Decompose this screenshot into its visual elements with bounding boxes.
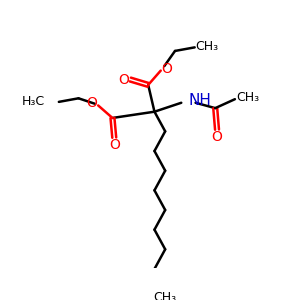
Text: O: O bbox=[161, 62, 172, 76]
Text: CH₃: CH₃ bbox=[154, 291, 177, 300]
Text: CH₃: CH₃ bbox=[236, 91, 259, 104]
Text: O: O bbox=[86, 96, 98, 110]
Text: O: O bbox=[109, 138, 120, 152]
Text: CH₃: CH₃ bbox=[196, 40, 219, 53]
Text: O: O bbox=[118, 73, 130, 86]
Text: NH: NH bbox=[188, 93, 211, 108]
Text: O: O bbox=[212, 130, 223, 144]
Text: H₃C: H₃C bbox=[21, 95, 45, 108]
